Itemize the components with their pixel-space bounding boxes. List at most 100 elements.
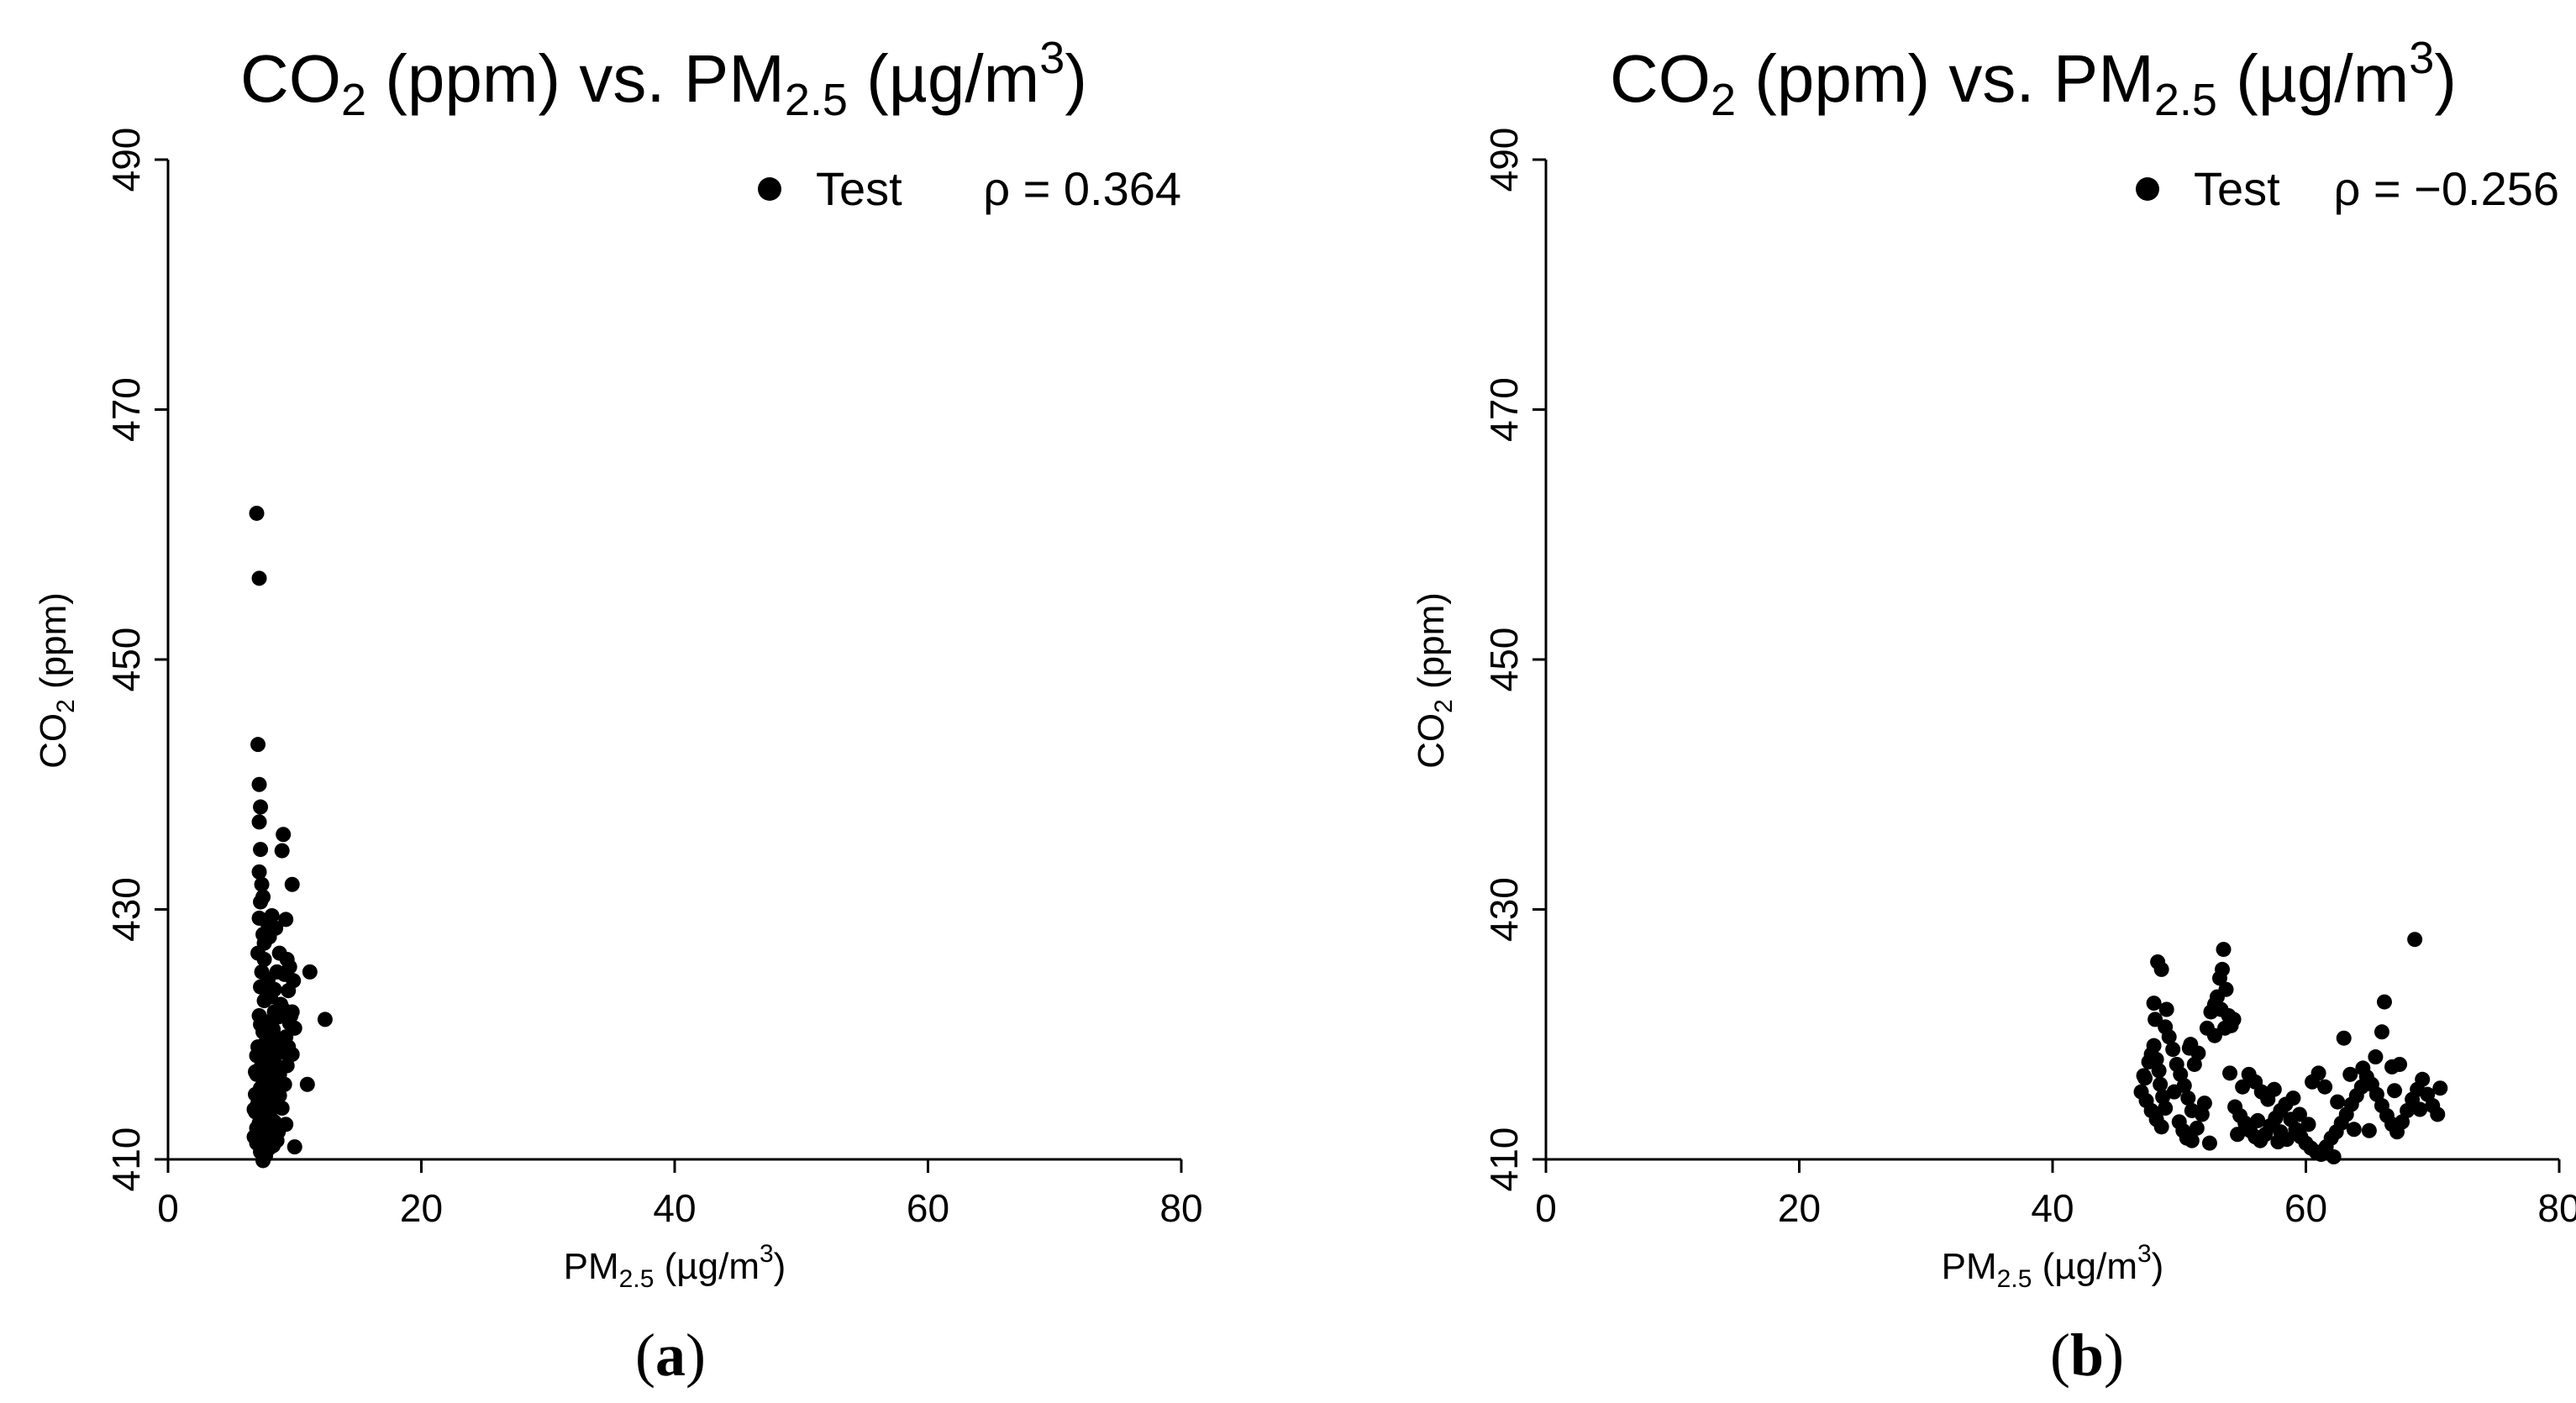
data-point (276, 827, 292, 843)
data-point (278, 1117, 294, 1132)
x-tick-label: 40 (653, 1186, 696, 1230)
data-point (2213, 1001, 2229, 1017)
panel-caption: (a) (635, 1322, 706, 1389)
data-point (2183, 1037, 2199, 1053)
data-point (2415, 1071, 2431, 1087)
title-superscript: 3 (1039, 33, 1065, 83)
data-point (2184, 1132, 2200, 1148)
data-point (2201, 1135, 2217, 1151)
title-subscript: 2.5 (2153, 75, 2217, 125)
data-point (258, 1101, 274, 1117)
data-point (281, 959, 297, 975)
x-label-subscript: 2.5 (1997, 1265, 2032, 1293)
legend-correlation: ρ = −0.256 (2333, 162, 2559, 215)
data-point (302, 964, 318, 980)
data-point (2285, 1090, 2301, 1106)
title-text: (µg/m (2216, 41, 2410, 116)
data-point (265, 1040, 281, 1056)
x-tick-label: 40 (2031, 1186, 2074, 1230)
data-point (260, 976, 276, 992)
data-point (271, 1066, 287, 1082)
x-tick-label: 20 (400, 1186, 443, 1230)
data-point (2266, 1081, 2282, 1097)
x-tick-label: 20 (1778, 1186, 1821, 1230)
data-point (2270, 1134, 2286, 1150)
title-subscript: 2.5 (784, 75, 848, 125)
x-tick-label: 60 (2284, 1186, 2327, 1230)
x-tick-label: 80 (2537, 1186, 2576, 1230)
data-point (2432, 1080, 2448, 1096)
title-text: ) (2434, 41, 2457, 116)
data-point (254, 876, 270, 892)
y-tick-label: 470 (104, 377, 148, 442)
x-label-text: PM (1942, 1246, 1997, 1287)
data-point (2300, 1117, 2316, 1132)
x-tick-label: 80 (1159, 1186, 1202, 1230)
y-label-subscript: 2 (52, 699, 80, 713)
data-point (253, 799, 269, 815)
data-point (281, 1039, 297, 1055)
y-label-text: CO (33, 713, 74, 769)
y-label-text: (ppm) (1411, 592, 1452, 699)
data-point (2186, 1056, 2202, 1072)
data-point (2180, 1090, 2196, 1106)
data-point (2336, 1030, 2352, 1046)
data-point (2189, 1120, 2205, 1136)
data-point (2194, 1106, 2210, 1122)
data-point (284, 876, 300, 892)
x-label-text: PM (564, 1246, 619, 1287)
data-point (287, 1139, 302, 1155)
data-point (249, 1120, 265, 1136)
legend-label: Test (816, 162, 902, 215)
data-point (2222, 1065, 2238, 1081)
data-point (2387, 1083, 2403, 1099)
y-tick-label: 470 (1482, 377, 1526, 442)
y-tick-label: 450 (104, 628, 148, 692)
data-point (251, 864, 267, 880)
data-point (2311, 1065, 2326, 1081)
title-text: (ppm) vs. PM (366, 41, 785, 116)
y-tick-label: 410 (104, 1127, 148, 1192)
x-tick-label: 0 (157, 1186, 179, 1230)
data-point (299, 1076, 315, 1092)
data-point (250, 737, 266, 753)
data-point (2136, 1068, 2152, 1084)
x-label-text: (µg/m (654, 1246, 760, 1287)
title-superscript: 3 (2409, 33, 2435, 83)
data-point (2158, 1101, 2174, 1117)
data-point (2326, 1149, 2342, 1165)
data-point (251, 814, 267, 830)
data-point (2148, 1012, 2163, 1027)
data-point (2400, 1102, 2416, 1118)
data-point (2430, 1106, 2446, 1122)
data-point (2158, 1001, 2174, 1017)
data-point (278, 912, 294, 927)
legend-marker (758, 177, 781, 201)
data-point (254, 1140, 270, 1156)
data-point (266, 1114, 282, 1130)
data-point (2407, 932, 2423, 948)
data-point (2230, 1127, 2246, 1143)
data-point (2355, 1060, 2371, 1076)
x-axis-label: PM2.5 (µg/m3) (1942, 1240, 2164, 1293)
x-tick-label: 0 (1535, 1186, 1557, 1230)
data-point (286, 973, 302, 989)
data-point (269, 1132, 285, 1148)
data-point (2165, 1042, 2181, 1058)
legend-correlation: ρ = 0.364 (983, 162, 1181, 215)
data-point (249, 505, 265, 521)
title-text: (ppm) vs. PM (1736, 41, 2154, 116)
data-point (2153, 961, 2169, 977)
y-axis-label: CO2 (ppm) (1411, 592, 1458, 769)
data-point (2291, 1106, 2307, 1122)
x-label-text: ) (774, 1246, 786, 1287)
data-point (274, 1101, 290, 1117)
y-label-text: CO (1411, 713, 1452, 769)
data-point (256, 952, 272, 967)
title-subscript: 2 (341, 75, 367, 125)
data-point (2155, 1089, 2171, 1105)
data-point (2215, 961, 2231, 977)
data-point (251, 570, 267, 586)
y-tick-label: 490 (104, 128, 148, 192)
data-point (2148, 1052, 2164, 1067)
